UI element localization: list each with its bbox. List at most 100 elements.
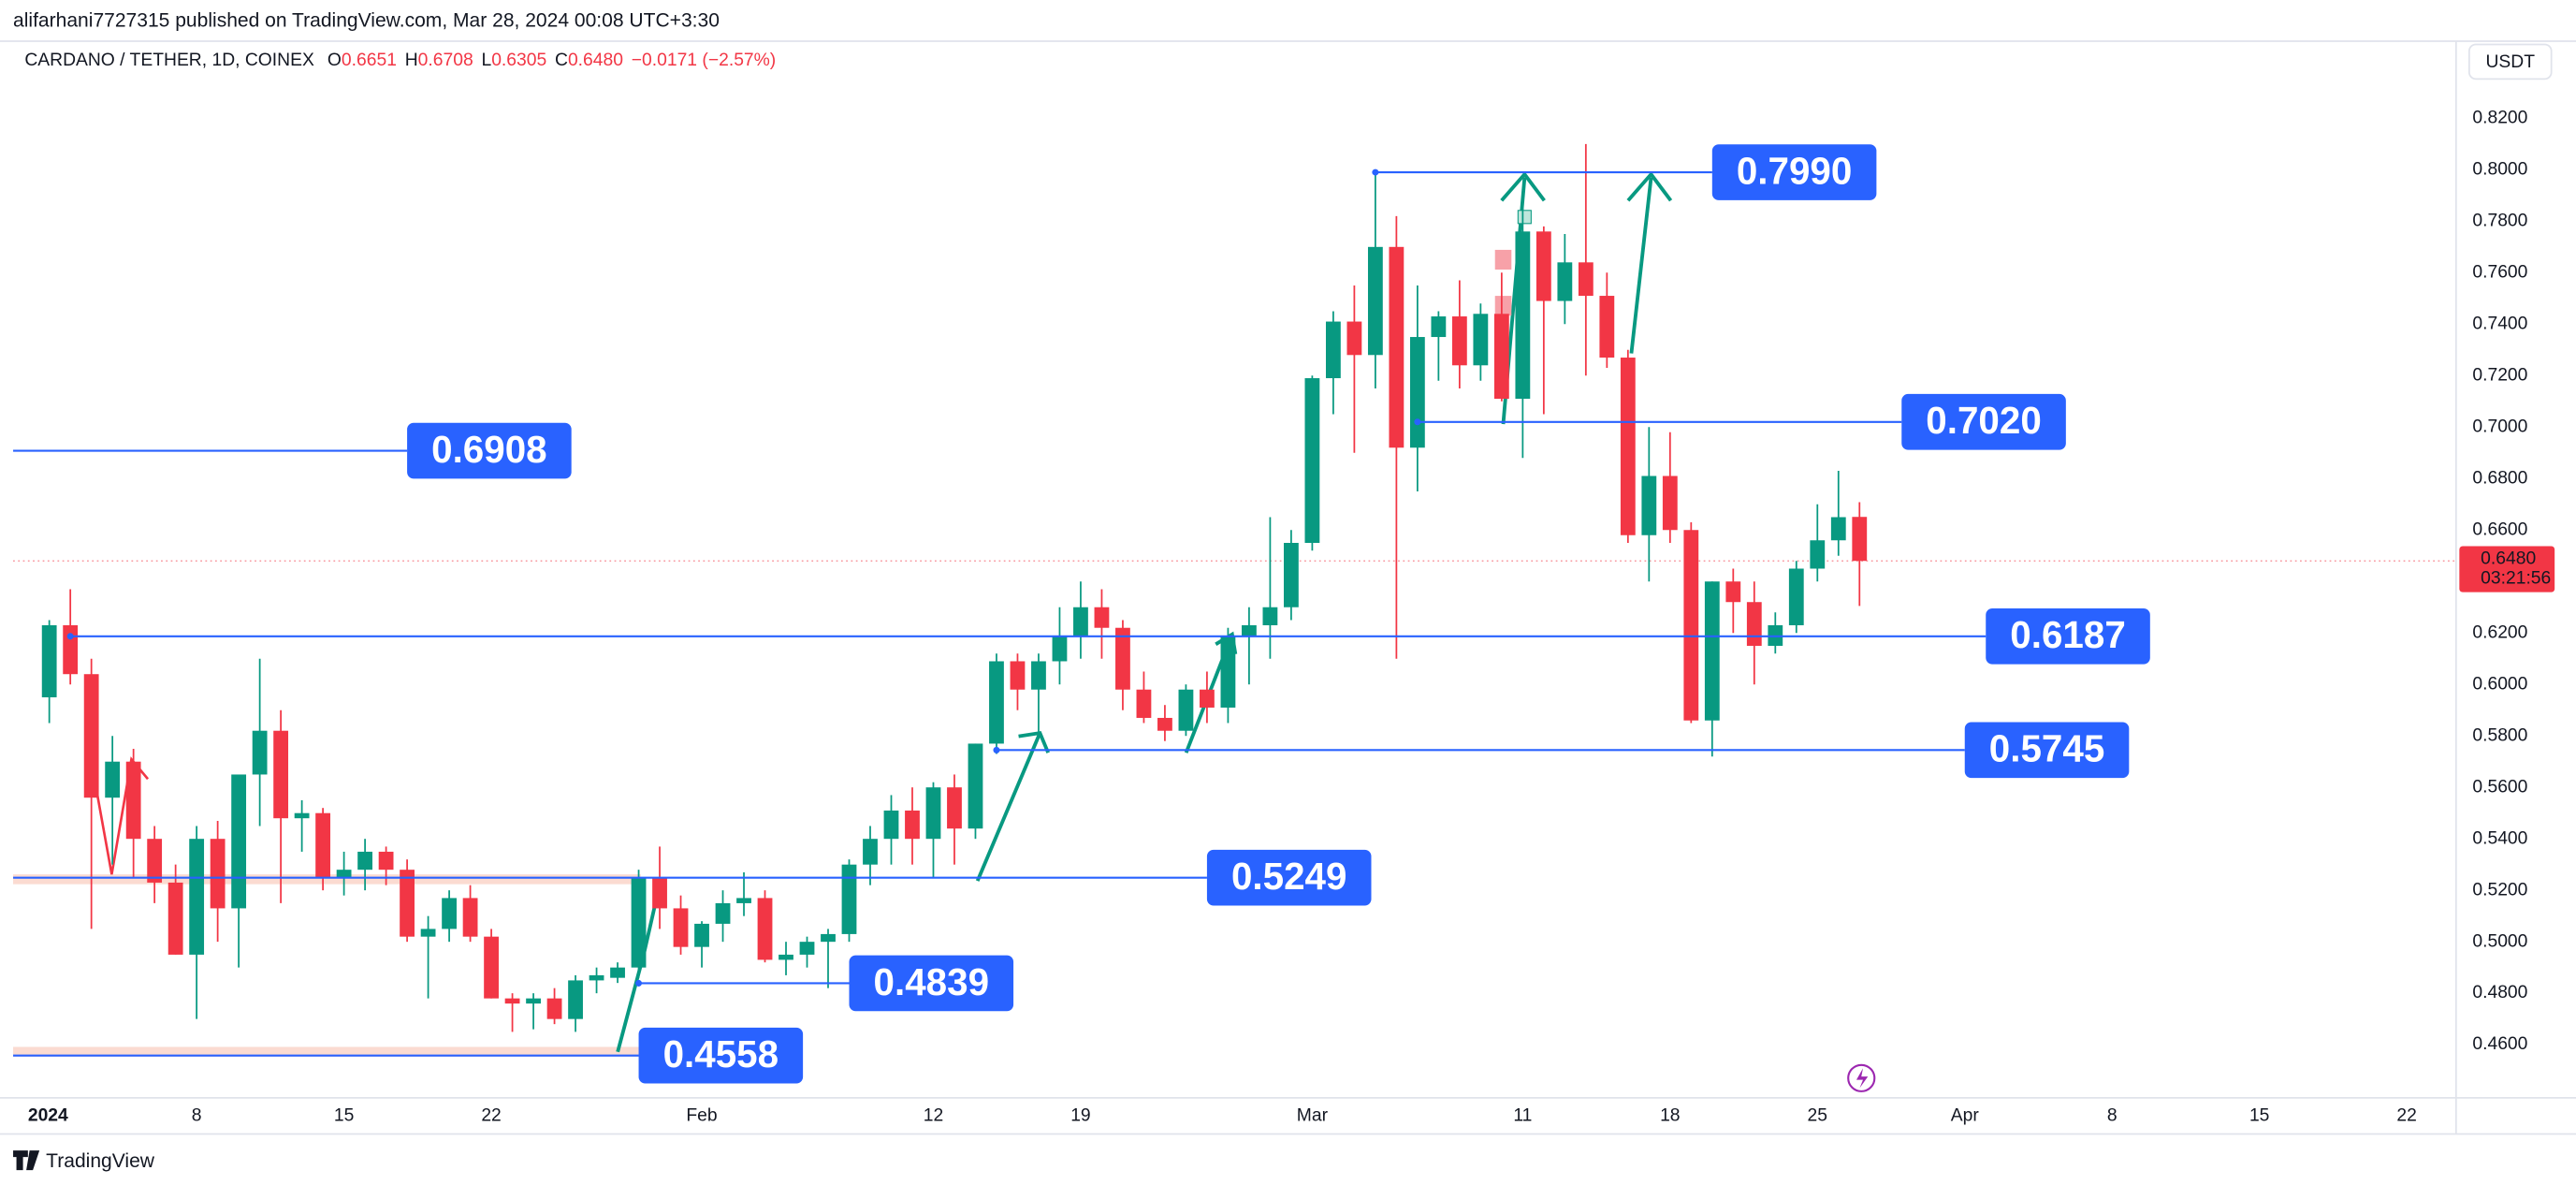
candle-body [1788, 568, 1804, 625]
level-anchor [1372, 168, 1379, 176]
candle-body [799, 942, 815, 955]
candle-body [905, 810, 920, 840]
marker [1517, 210, 1532, 225]
level-anchor [993, 746, 1000, 753]
y-tick-label: 0.5800 [2472, 725, 2527, 745]
candle-body [462, 898, 478, 937]
ohlc-value: 0.6708 [418, 51, 473, 70]
level-anchor [1414, 418, 1421, 426]
countdown-label: 03:21:56 [2481, 569, 2551, 589]
candle-body [546, 998, 562, 1019]
ohlc-key: O [327, 51, 342, 70]
y-tick-label: 0.6800 [2472, 468, 2527, 488]
level-label-box [407, 422, 572, 479]
candle-body [210, 839, 226, 909]
zone-band [13, 874, 641, 885]
candle-body [1662, 475, 1678, 531]
x-tick-label: 8 [2107, 1105, 2118, 1125]
currency-button[interactable] [2467, 43, 2553, 80]
candle-body [1620, 358, 1636, 535]
candle-body [589, 974, 604, 981]
candle-body [1473, 314, 1489, 366]
candle-body [1220, 635, 1236, 708]
candle-body [947, 787, 962, 829]
candle-body [631, 877, 647, 968]
candle-body [378, 851, 394, 870]
marker [1494, 249, 1512, 270]
ohlc-value: 0.6305 [491, 51, 546, 70]
candle-body [1599, 296, 1615, 358]
level-label: 0.5249 [1231, 855, 1346, 898]
level-label: 0.6187 [2010, 613, 2126, 656]
y-tick-label: 0.5400 [2472, 828, 2527, 848]
x-tick-label: Apr [1951, 1105, 1980, 1125]
candle-body [189, 839, 205, 955]
candle-body [420, 929, 436, 937]
candle-body [315, 812, 331, 878]
x-tick-label: 18 [1660, 1105, 1680, 1125]
x-tick-label: 12 [924, 1105, 943, 1125]
level-label-box [1206, 849, 1372, 906]
x-tick-label: 8 [192, 1105, 202, 1125]
candle-body [252, 730, 268, 775]
ohlc-key: H [405, 51, 418, 70]
x-tick-label: 22 [481, 1105, 501, 1125]
candle-body [1284, 542, 1299, 607]
candle-body [1493, 314, 1509, 400]
candle-body [1262, 607, 1278, 625]
candle-body [63, 624, 79, 675]
candle-body [652, 877, 667, 909]
candle-body [1073, 607, 1088, 636]
arrow [975, 732, 1042, 882]
y-tick-label: 0.5200 [2472, 880, 2527, 900]
candle-body [147, 839, 163, 883]
candle-body [1010, 661, 1026, 690]
arrow [1629, 177, 1653, 354]
candle-body [167, 882, 183, 955]
candle-body [1052, 635, 1068, 662]
y-tick-label: 0.7800 [2472, 211, 2527, 230]
level-anchor [66, 633, 74, 640]
x-tick-label: 2024 [28, 1105, 68, 1125]
candle-body [1325, 321, 1341, 379]
level-label: 0.4839 [874, 960, 990, 1003]
x-tick-label: 19 [1070, 1105, 1090, 1125]
event-icon-bolt [1856, 1068, 1869, 1089]
candle-body [1200, 689, 1215, 708]
y-tick-label: 0.6600 [2472, 519, 2527, 539]
level-label-box [1986, 607, 2150, 665]
level-label-box [849, 955, 1014, 1012]
x-tick-label: Feb [686, 1105, 717, 1125]
candle-body [1810, 540, 1826, 569]
candle-body [1746, 602, 1762, 646]
candle-body [1683, 530, 1699, 721]
candle-body [1409, 337, 1425, 448]
candle-body [673, 908, 689, 947]
y-tick-label: 0.8200 [2472, 108, 2527, 127]
candle-body [83, 674, 99, 798]
candle-body [736, 898, 751, 903]
x-tick-label: 11 [1513, 1105, 1532, 1125]
ohlc-key: L [481, 51, 491, 70]
event-icon[interactable] [1847, 1063, 1876, 1092]
level-label: 0.7020 [1926, 399, 2042, 442]
candle-body [1704, 581, 1720, 721]
candle-body [442, 898, 457, 929]
candle-body [863, 839, 878, 865]
candle-body [1157, 717, 1172, 731]
candle-body [1557, 262, 1573, 301]
candle-body [484, 936, 499, 999]
candle-body [1515, 231, 1531, 400]
ohlc-value: 0.6651 [342, 51, 397, 70]
x-tick-label: 25 [1808, 1105, 1827, 1125]
candle-body [841, 864, 857, 934]
candle-body [125, 761, 141, 840]
candle-body [1346, 321, 1362, 356]
marker [1494, 296, 1512, 316]
level-label-box [1711, 144, 1877, 200]
arrow-head [1018, 730, 1050, 753]
ohlc-value: 0.6480 [568, 51, 623, 70]
candle-body [336, 870, 352, 878]
y-tick-label: 0.4800 [2472, 983, 2527, 1002]
candle-body [757, 898, 773, 960]
